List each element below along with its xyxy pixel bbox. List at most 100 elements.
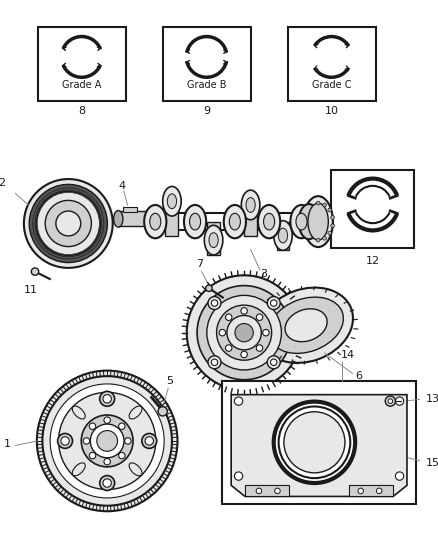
Circle shape (142, 433, 157, 448)
Circle shape (83, 438, 90, 444)
Circle shape (263, 329, 269, 336)
Ellipse shape (304, 196, 333, 247)
Circle shape (385, 396, 396, 406)
Circle shape (226, 345, 232, 351)
Text: 6: 6 (355, 371, 362, 381)
Circle shape (100, 391, 115, 406)
Ellipse shape (259, 288, 353, 363)
Ellipse shape (230, 213, 240, 230)
Bar (245, 486, 290, 496)
Circle shape (158, 407, 167, 416)
Text: 1: 1 (4, 439, 11, 449)
Circle shape (235, 324, 253, 342)
Circle shape (226, 314, 232, 320)
Circle shape (211, 300, 218, 306)
Bar (244, 205, 257, 237)
Ellipse shape (129, 406, 142, 419)
Circle shape (234, 472, 243, 480)
Ellipse shape (72, 463, 85, 476)
Circle shape (284, 412, 345, 473)
Circle shape (323, 237, 326, 240)
Circle shape (58, 433, 73, 448)
Ellipse shape (299, 204, 319, 239)
Circle shape (56, 211, 81, 236)
Circle shape (31, 268, 39, 275)
Circle shape (267, 296, 280, 310)
Ellipse shape (224, 205, 246, 238)
Ellipse shape (72, 406, 85, 419)
Circle shape (267, 356, 280, 369)
Circle shape (376, 488, 382, 494)
Text: 13: 13 (426, 394, 438, 405)
Circle shape (104, 458, 110, 465)
Text: 9: 9 (203, 106, 210, 116)
Bar (288, 27, 375, 101)
Text: 10: 10 (325, 106, 339, 116)
Ellipse shape (129, 463, 142, 476)
Circle shape (219, 329, 226, 336)
Bar (38, 27, 126, 101)
Circle shape (256, 345, 263, 351)
Text: 12: 12 (366, 256, 380, 266)
Circle shape (234, 397, 243, 405)
Text: 3: 3 (260, 269, 267, 279)
Text: 2: 2 (0, 178, 5, 188)
Circle shape (216, 305, 272, 360)
Text: 11: 11 (24, 285, 38, 295)
Circle shape (45, 200, 92, 247)
Circle shape (279, 407, 350, 478)
Circle shape (396, 397, 404, 405)
Ellipse shape (290, 205, 313, 238)
Circle shape (42, 376, 172, 506)
Ellipse shape (184, 205, 206, 238)
Circle shape (37, 370, 177, 511)
Circle shape (125, 438, 131, 444)
Circle shape (227, 316, 261, 350)
Circle shape (89, 423, 96, 430)
Circle shape (145, 437, 153, 445)
Ellipse shape (162, 187, 181, 216)
Ellipse shape (209, 233, 218, 247)
Ellipse shape (258, 205, 280, 238)
Text: 15: 15 (426, 458, 438, 467)
Circle shape (275, 488, 280, 494)
Text: 5: 5 (166, 376, 173, 386)
Ellipse shape (285, 309, 327, 342)
Circle shape (59, 392, 156, 489)
Text: 14: 14 (341, 350, 355, 360)
Bar (276, 222, 290, 251)
Ellipse shape (113, 211, 123, 227)
Circle shape (197, 286, 291, 379)
Bar (207, 222, 220, 255)
Ellipse shape (279, 228, 288, 243)
Circle shape (61, 437, 69, 445)
Text: Grade A: Grade A (62, 79, 102, 90)
Circle shape (81, 415, 133, 467)
Circle shape (331, 216, 335, 220)
Circle shape (274, 401, 355, 483)
Circle shape (256, 314, 263, 320)
Polygon shape (231, 394, 407, 496)
Circle shape (256, 488, 261, 494)
Circle shape (50, 384, 164, 498)
Circle shape (103, 479, 111, 487)
Text: 8: 8 (78, 106, 85, 116)
Circle shape (316, 238, 320, 242)
Circle shape (104, 417, 110, 423)
Circle shape (119, 453, 125, 459)
Bar (331, 170, 414, 248)
Bar (166, 201, 178, 237)
Circle shape (36, 191, 100, 255)
Text: Grade B: Grade B (187, 79, 226, 90)
Ellipse shape (167, 194, 177, 208)
Circle shape (323, 203, 326, 207)
Ellipse shape (269, 297, 343, 353)
Bar (118, 212, 149, 226)
Bar (123, 207, 137, 212)
Ellipse shape (274, 221, 292, 251)
Ellipse shape (144, 205, 166, 238)
Ellipse shape (204, 225, 223, 255)
Bar (162, 27, 251, 101)
Circle shape (331, 224, 335, 228)
Circle shape (241, 351, 247, 358)
